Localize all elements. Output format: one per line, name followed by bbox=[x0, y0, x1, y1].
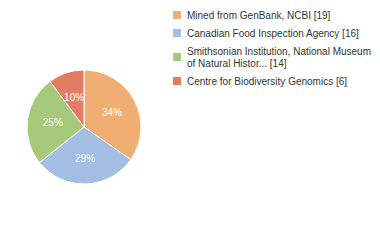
svg-text:25%: 25% bbox=[43, 117, 63, 128]
svg-text:of Natural Histor... [14]: of Natural Histor... [14] bbox=[187, 58, 287, 69]
svg-text:Mined from GenBank, NCBI [19]: Mined from GenBank, NCBI [19] bbox=[187, 10, 331, 21]
svg-text:Centre for Biodiversity Genomi: Centre for Biodiversity Genomics [6] bbox=[187, 76, 347, 87]
svg-text:10%: 10% bbox=[64, 92, 84, 103]
svg-text:34%: 34% bbox=[102, 107, 122, 118]
svg-text:Canadian Food Inspection Agenc: Canadian Food Inspection Agency [16] bbox=[187, 28, 359, 39]
svg-text:29%: 29% bbox=[75, 153, 95, 164]
svg-text:Smithsonian Institution, Natio: Smithsonian Institution, National Museum bbox=[187, 46, 374, 57]
